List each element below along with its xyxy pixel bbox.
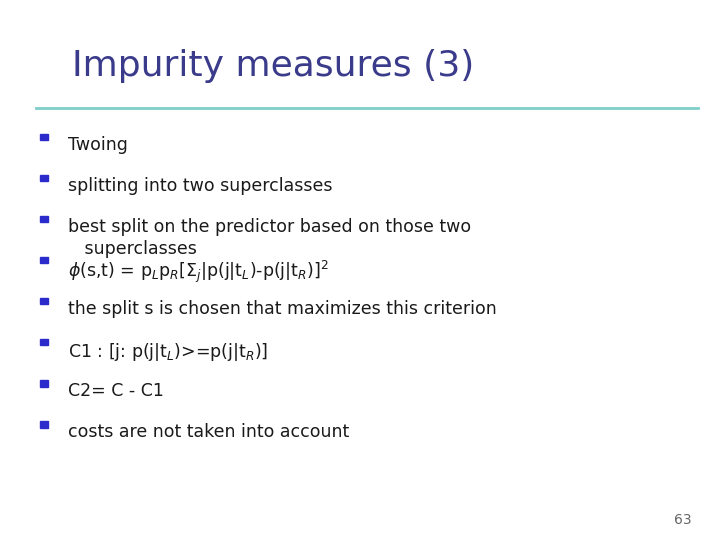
Bar bbox=[40, 421, 48, 428]
Text: Impurity measures (3): Impurity measures (3) bbox=[72, 49, 474, 83]
Text: Twoing: Twoing bbox=[68, 136, 128, 154]
Bar bbox=[40, 298, 48, 305]
Text: C2= C - C1: C2= C - C1 bbox=[68, 382, 164, 400]
Text: costs are not taken into account: costs are not taken into account bbox=[68, 423, 350, 441]
Bar bbox=[40, 134, 48, 140]
Bar bbox=[40, 380, 48, 387]
Bar bbox=[40, 175, 48, 181]
Bar bbox=[40, 257, 48, 264]
Text: best split on the predictor based on those two
   superclasses: best split on the predictor based on tho… bbox=[68, 218, 472, 258]
Text: 63: 63 bbox=[674, 512, 691, 526]
Text: C1 : [j: p(j|t$_L$)>=p(j|t$_R$)]: C1 : [j: p(j|t$_L$)>=p(j|t$_R$)] bbox=[68, 341, 269, 363]
Bar bbox=[40, 339, 48, 346]
Bar bbox=[40, 216, 48, 222]
Text: $\phi$(s,t) = p$_L$p$_R$[$\Sigma_j$|p(j|t$_L$)-p(j|t$_R$)]$^2$: $\phi$(s,t) = p$_L$p$_R$[$\Sigma_j$|p(j|… bbox=[68, 259, 329, 285]
Text: splitting into two superclasses: splitting into two superclasses bbox=[68, 177, 333, 195]
Text: the split s is chosen that maximizes this criterion: the split s is chosen that maximizes thi… bbox=[68, 300, 497, 318]
